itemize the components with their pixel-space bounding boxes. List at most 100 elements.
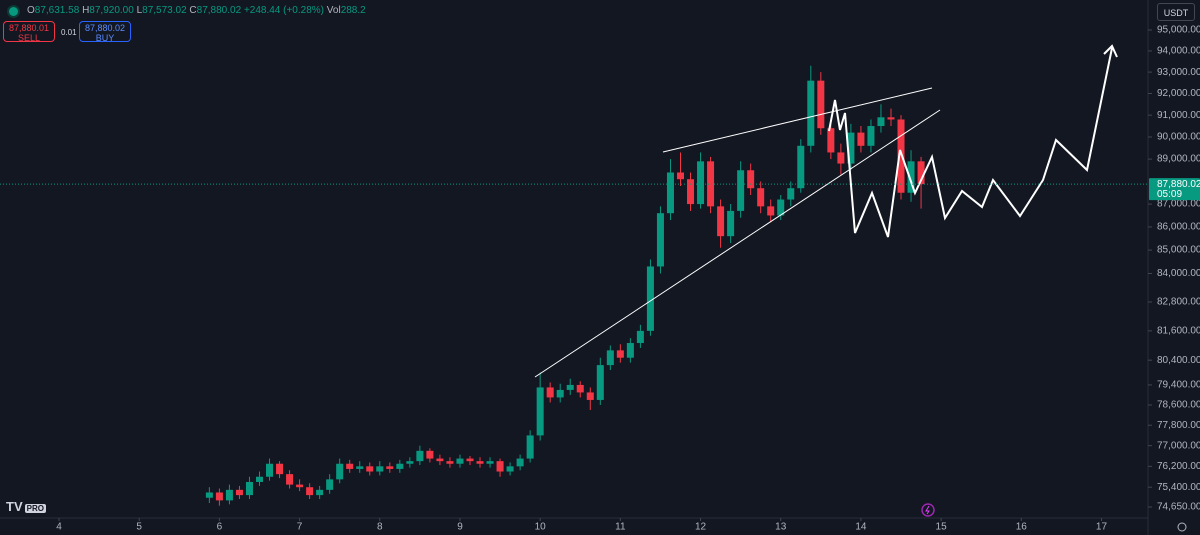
candle-body — [516, 458, 524, 467]
candle-body — [747, 170, 755, 189]
logo-badge: PRO — [24, 504, 46, 513]
x-tick-label: 12 — [695, 522, 707, 533]
candle-body — [827, 128, 835, 153]
x-tick-label: 6 — [217, 522, 223, 533]
projection-path — [828, 47, 1113, 238]
last-price-label: 87,880.02 — [1157, 179, 1200, 190]
value: 87,880.02 — [196, 5, 242, 16]
status-dot — [9, 7, 18, 16]
value: 87,920.00 — [89, 5, 134, 16]
candle-body — [276, 463, 284, 475]
candle-body — [336, 463, 344, 480]
y-tick-label: 89,000.00 — [1157, 154, 1200, 165]
y-tick-label: 78,600.00 — [1157, 400, 1200, 411]
y-tick-label: 77,800.00 — [1157, 420, 1200, 431]
candle-body — [837, 152, 845, 164]
candle-body — [727, 210, 735, 237]
change: +248.44 (+0.28%) — [243, 5, 324, 16]
candle-body — [356, 466, 364, 469]
candle-body — [225, 489, 233, 501]
candle-body — [376, 466, 384, 472]
candle-body — [235, 489, 243, 496]
candle-body — [346, 463, 354, 469]
candle-body — [646, 266, 654, 331]
candle-body — [456, 458, 464, 464]
candle-body — [917, 161, 925, 185]
ohlc-legend: O87,631.58 H87,920.00 L87,573.02 C87,880… — [27, 5, 366, 16]
label: C — [189, 5, 197, 16]
candle-body — [656, 213, 664, 267]
candle-body — [687, 179, 695, 205]
y-tick-label: 82,800.00 — [1157, 297, 1200, 308]
y-tick-label: 93,000.00 — [1157, 67, 1200, 78]
candle-body — [576, 384, 584, 393]
alert-bolt — [925, 505, 930, 515]
candle-body — [386, 466, 394, 469]
settings-icon[interactable] — [1177, 522, 1187, 532]
x-tick-label: 8 — [377, 522, 383, 533]
candle-body — [296, 484, 304, 488]
candle-body — [306, 487, 314, 496]
candle-body — [636, 330, 644, 344]
logo: TV PRO — [6, 499, 46, 514]
y-tick-label: 92,000.00 — [1157, 88, 1200, 99]
candle-body — [496, 461, 504, 472]
y-tick-label: 95,000.00 — [1157, 25, 1200, 36]
candle-body — [797, 145, 805, 189]
candle-body — [486, 461, 494, 464]
candle-body — [907, 161, 915, 193]
candle-body — [396, 463, 404, 469]
candle-body — [546, 387, 554, 398]
candle-body — [596, 365, 604, 400]
x-tick-label: 14 — [855, 522, 867, 533]
buy-button[interactable]: 87,880.02 BUY — [79, 21, 131, 43]
candle-body — [286, 474, 294, 485]
label: BUY — [95, 33, 115, 43]
candle-body — [205, 492, 213, 498]
candle-body — [737, 170, 745, 211]
candle-body — [406, 461, 414, 464]
y-tick-label: 91,000.00 — [1157, 110, 1200, 121]
candle-body — [867, 126, 875, 146]
candle-body — [676, 172, 685, 180]
candle-body — [717, 206, 725, 237]
candle-body — [616, 350, 624, 358]
label: H — [82, 5, 90, 16]
candle-body — [606, 350, 614, 366]
arrow-head — [1103, 44, 1118, 58]
candle-body — [316, 489, 324, 496]
candle-body — [817, 80, 825, 129]
trendline — [662, 87, 933, 153]
x-tick-label: 4 — [56, 522, 62, 533]
trendline — [534, 109, 941, 378]
candle-body — [245, 481, 253, 496]
candle-body — [626, 343, 634, 358]
currency-button[interactable]: USDT — [1157, 3, 1195, 21]
candle-body — [476, 461, 484, 464]
x-tick-label: 17 — [1096, 522, 1108, 533]
x-tick-label: 5 — [136, 522, 142, 533]
x-tick-label: 16 — [1016, 522, 1028, 533]
candle-body — [416, 450, 424, 462]
y-tick-label: 81,600.00 — [1157, 326, 1200, 337]
candle-body — [536, 387, 544, 436]
y-tick-label: 84,000.00 — [1157, 268, 1200, 279]
drawings — [534, 44, 1118, 378]
quantity: 0.01 — [61, 28, 77, 37]
candle-body — [366, 466, 374, 472]
x-tick-label: 9 — [457, 522, 463, 533]
x-tick-label: 15 — [936, 522, 948, 533]
candle-body — [847, 132, 855, 164]
candle-body — [566, 384, 574, 390]
candle-body — [897, 119, 905, 193]
candle-body — [526, 435, 534, 459]
sell-button[interactable]: 87,880.01 SELL — [3, 21, 55, 43]
candle-body — [807, 80, 815, 146]
candle-body — [215, 492, 223, 501]
candle-body — [586, 392, 594, 400]
y-tick-label: 87,000.00 — [1157, 199, 1200, 210]
candle-body — [887, 117, 895, 120]
y-tick-label: 94,000.00 — [1157, 46, 1200, 57]
y-tick-label: 90,000.00 — [1157, 132, 1200, 143]
